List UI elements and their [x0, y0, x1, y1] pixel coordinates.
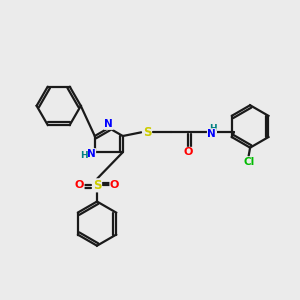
Text: O: O [110, 180, 119, 190]
Text: H: H [209, 124, 217, 133]
Text: S: S [93, 179, 101, 192]
Text: N: N [208, 129, 216, 139]
Text: N: N [104, 119, 113, 129]
Text: O: O [184, 147, 193, 158]
Text: Cl: Cl [243, 157, 254, 167]
Text: S: S [143, 126, 151, 139]
Text: N: N [87, 149, 96, 159]
Text: H: H [80, 151, 87, 160]
Text: O: O [75, 180, 84, 190]
